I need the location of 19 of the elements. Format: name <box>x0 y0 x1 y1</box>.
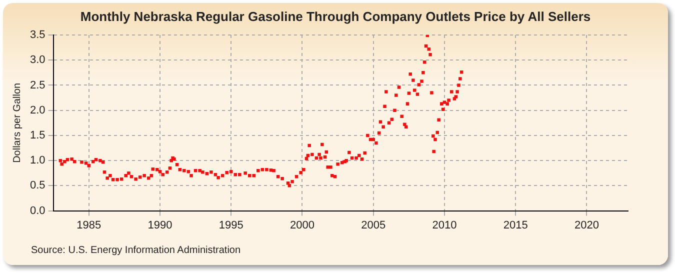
y-tick-label: 3.0 <box>30 54 46 66</box>
y-tick-label: 2.0 <box>30 104 46 116</box>
y-tick-label: 2.5 <box>30 79 46 92</box>
x-tick-label: 2010 <box>432 219 457 232</box>
y-tick-label: 3.5 <box>30 29 46 42</box>
y-axis-title: Dollars per Gallon <box>12 82 23 163</box>
y-tick-label: 1.5 <box>30 129 46 142</box>
x-tick-label: 1995 <box>218 219 244 232</box>
y-tick-label: 1.0 <box>30 154 46 167</box>
x-tick-label: 1985 <box>76 219 102 232</box>
x-tick-label: 2020 <box>574 219 599 232</box>
x-tick-label: 2015 <box>503 219 528 232</box>
x-tick-label: 1990 <box>148 219 172 232</box>
y-tick-label: 0.0 <box>30 204 46 217</box>
x-tick-label: 2000 <box>290 219 314 232</box>
x-tick-label: 2005 <box>361 219 386 232</box>
source-note: Source: U.S. Energy Information Administration <box>31 245 241 256</box>
y-tick-label: 0.5 <box>30 180 46 192</box>
chart-title: Monthly Nebraska Regular Gasoline Through Company Outlets Price by All Sellers <box>79 9 592 24</box>
